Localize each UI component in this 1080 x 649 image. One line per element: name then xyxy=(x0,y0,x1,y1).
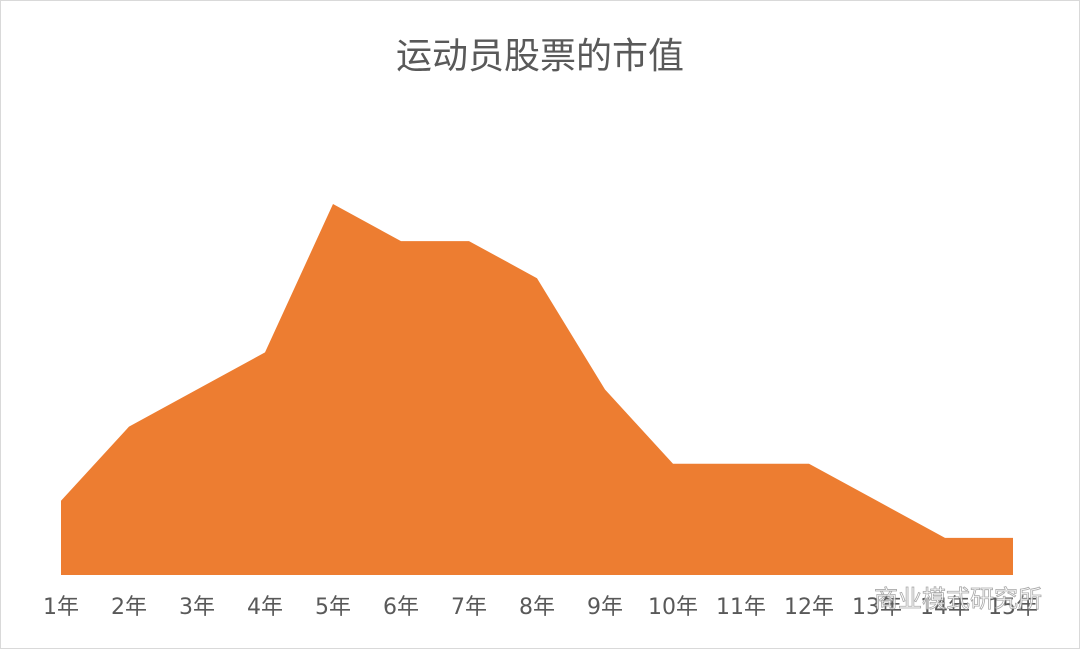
x-tick-label: 15年 xyxy=(988,595,1038,620)
x-tick-label: 6年 xyxy=(383,595,419,620)
chart-title: 运动员股票的市值 xyxy=(396,36,684,77)
x-tick-label: 9年 xyxy=(587,595,623,620)
x-tick-label: 14年 xyxy=(920,595,970,620)
x-tick-label: 11年 xyxy=(716,595,766,620)
area xyxy=(61,204,1013,575)
x-tick-label: 8年 xyxy=(519,595,555,620)
x-tick-label: 1年 xyxy=(43,595,79,620)
x-tick-label: 12年 xyxy=(784,595,834,620)
x-tick-label: 13年 xyxy=(852,595,902,620)
x-tick-label: 5年 xyxy=(315,595,351,620)
x-tick-label: 4年 xyxy=(247,595,283,620)
watermark: 商业模式研究所 xyxy=(874,585,1042,613)
x-tick-label: 2年 xyxy=(111,595,147,620)
x-tick-label: 10年 xyxy=(648,595,698,620)
x-tick-label: 3年 xyxy=(179,595,215,620)
x-tick-label: 7年 xyxy=(451,595,487,620)
